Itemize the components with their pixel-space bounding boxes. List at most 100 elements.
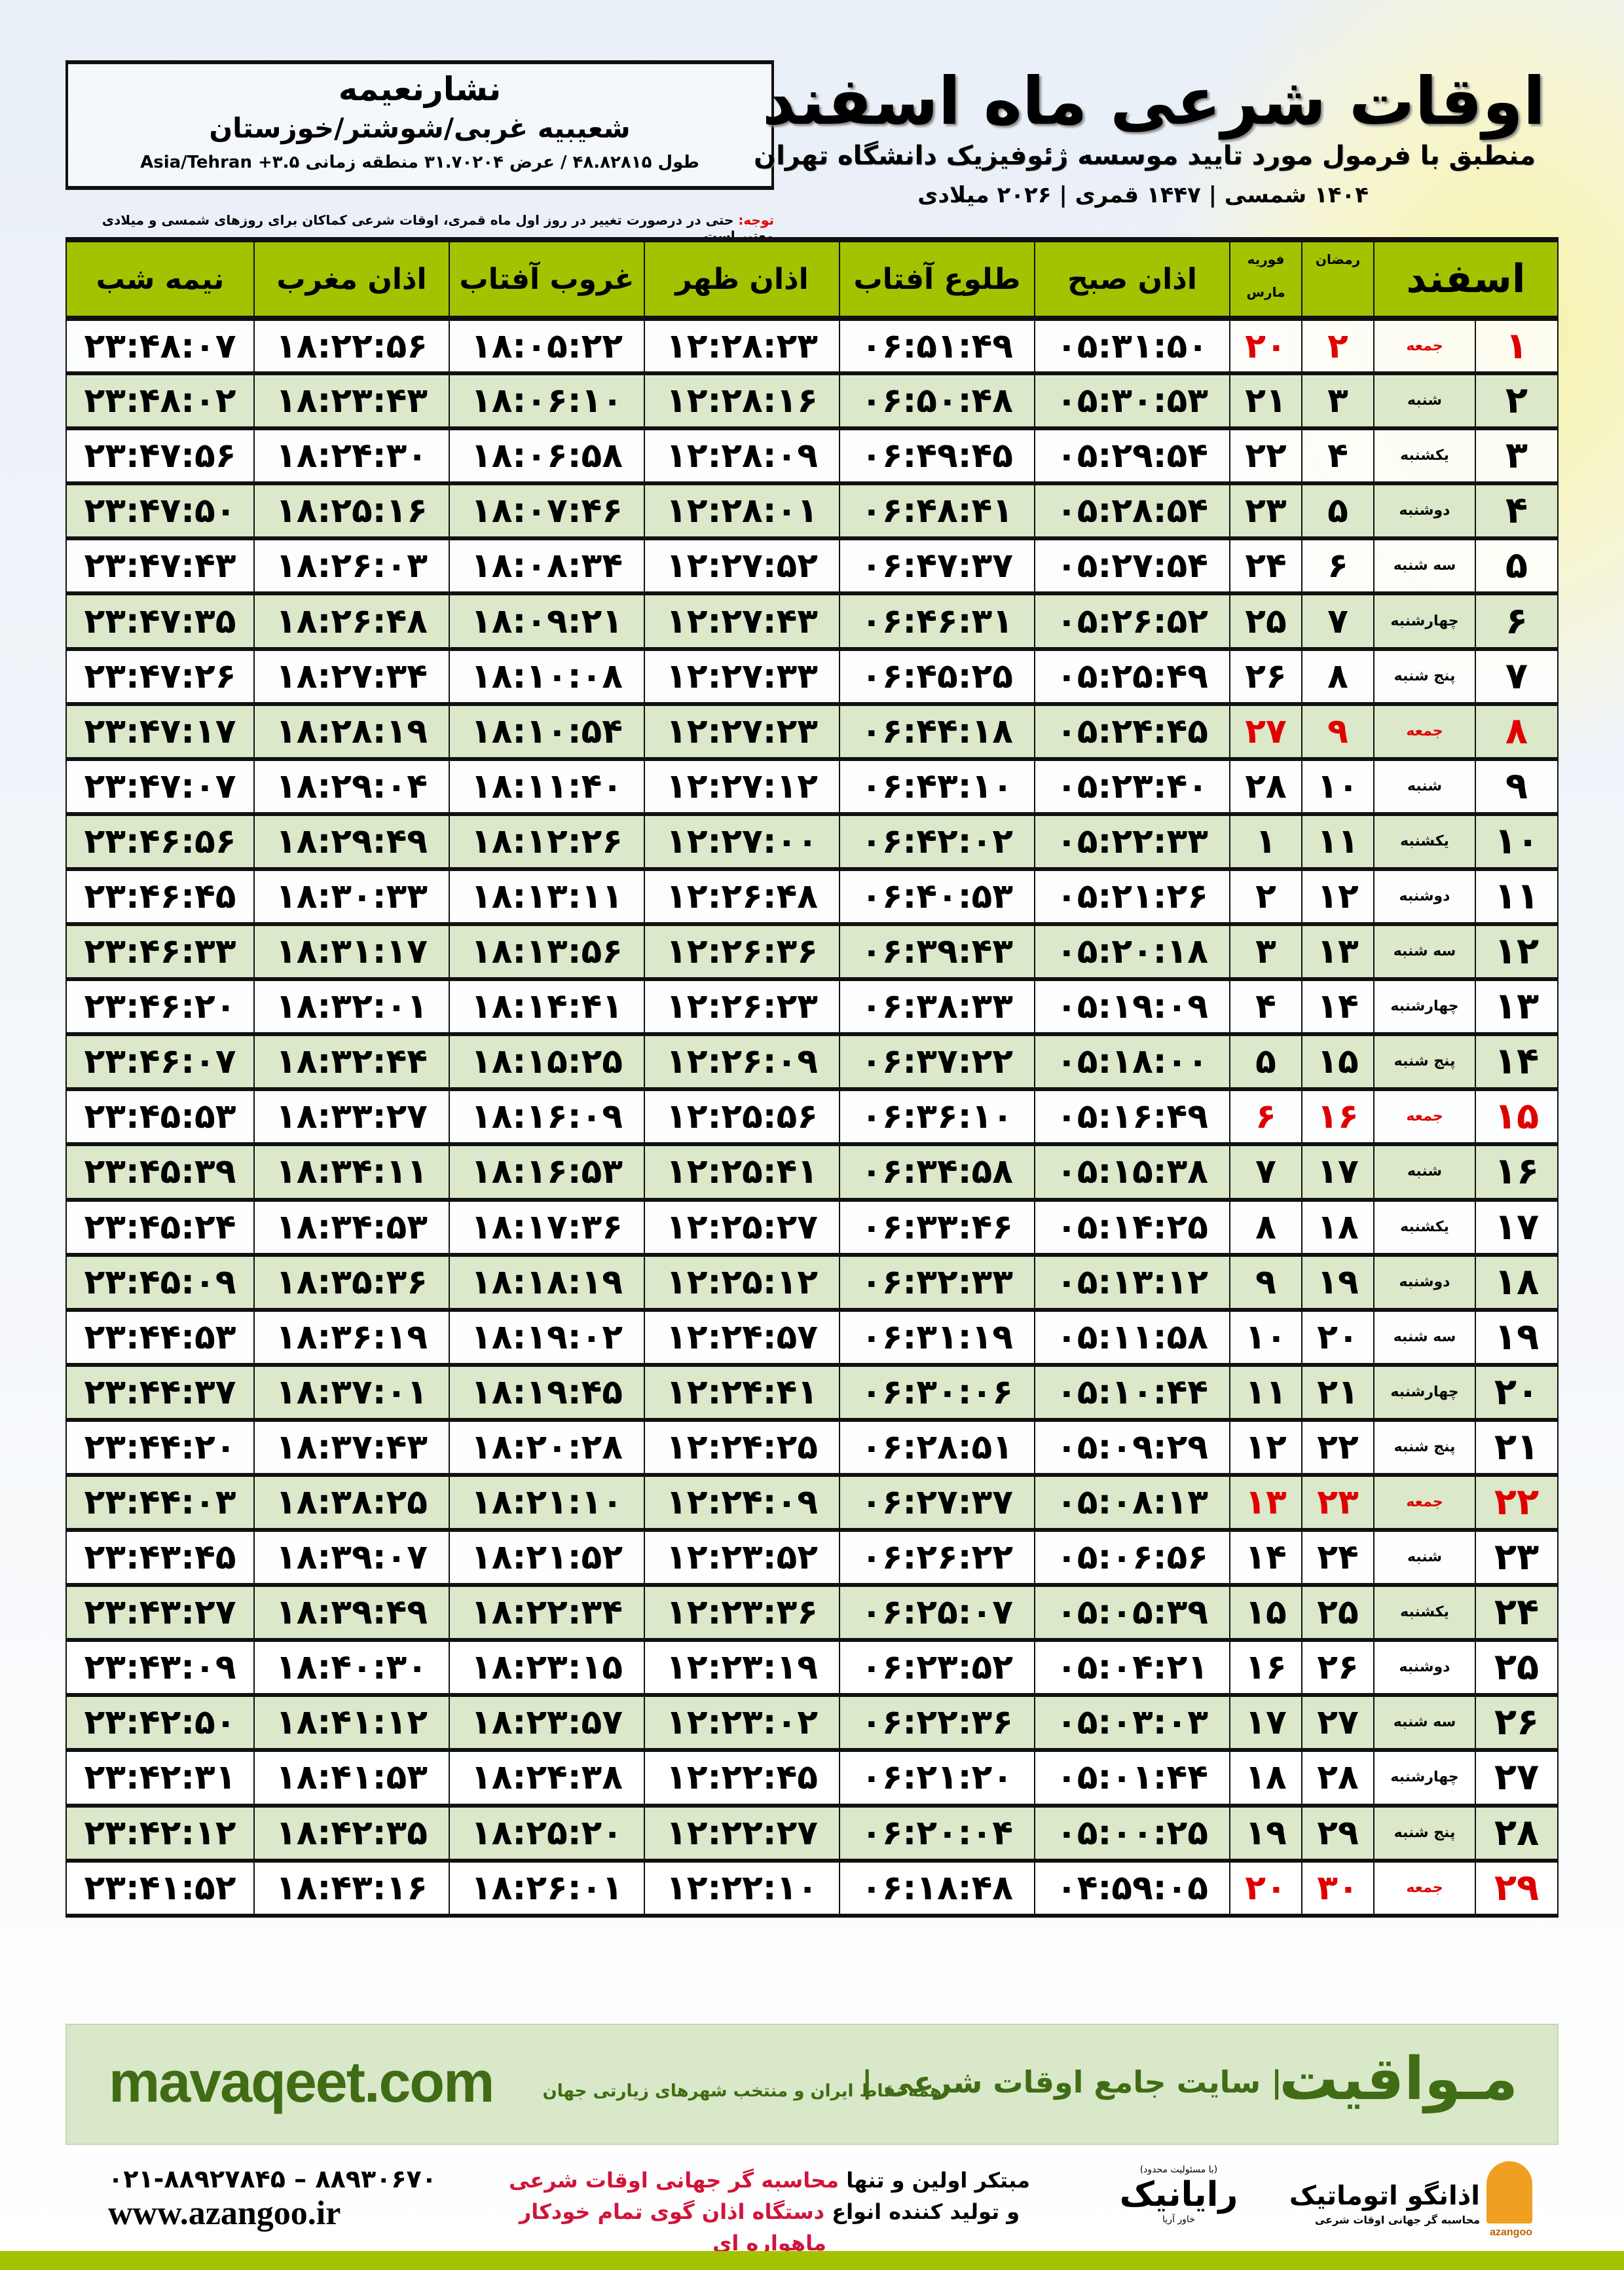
cell-sunrise: ۰۶:۳۲:۳۳ <box>839 1254 1035 1312</box>
cell-sunset: ۱۸:۱۸:۱۹ <box>449 1254 645 1312</box>
cell-sunrise: ۰۶:۴۵:۲۵ <box>839 648 1035 706</box>
cell-dhuhr: ۱۲:۲۶:۲۳ <box>644 978 840 1037</box>
cell-ramadan-day: ۲۷ <box>1301 1694 1375 1753</box>
cell-fajr: ۰۵:۲۳:۴۰ <box>1034 758 1230 816</box>
cell-weekday: یکشنبه <box>1373 813 1476 871</box>
cell-march-day: ۴ <box>1229 978 1302 1037</box>
brand-logo: مـواقیت <box>1279 2045 1518 2113</box>
cell-fajr: ۰۵:۲۸:۵۴ <box>1034 483 1230 541</box>
cell-maghrib: ۱۸:۲۷:۳۴ <box>253 648 450 706</box>
cell-maghrib: ۱۸:۳۲:۰۱ <box>253 978 450 1037</box>
cell-midnight: ۲۳:۴۴:۵۳ <box>65 1309 255 1367</box>
year-line: ۱۴۰۴ شمسی | ۱۴۴۷ قمری | ۲۰۲۶ میلادی <box>917 182 1369 208</box>
cell-sunrise: ۰۶:۲۸:۵۱ <box>839 1419 1035 1477</box>
cell-sunset: ۱۸:۲۱:۱۰ <box>449 1474 645 1533</box>
cell-fajr: ۰۵:۰۵:۳۹ <box>1034 1584 1230 1643</box>
cell-maghrib: ۱۸:۴۱:۵۳ <box>253 1749 450 1808</box>
cell-ramadan-day: ۱۱ <box>1301 813 1375 871</box>
cell-maghrib: ۱۸:۳۴:۱۱ <box>253 1144 450 1202</box>
cell-dhuhr: ۱۲:۲۳:۳۶ <box>644 1584 840 1643</box>
cell-march-day: ۱۶ <box>1229 1639 1302 1698</box>
cell-day: ۲۴ <box>1475 1584 1559 1643</box>
cell-sunrise: ۰۶:۲۳:۵۲ <box>839 1639 1035 1698</box>
cell-fajr: ۰۵:۲۶:۵۲ <box>1034 593 1230 651</box>
cell-weekday: جمعه <box>1373 1859 1476 1918</box>
cell-weekday: دوشنبه <box>1373 1639 1476 1698</box>
cell-dhuhr: ۱۲:۲۸:۰۱ <box>644 483 840 541</box>
cell-march-day: ۱۴ <box>1229 1529 1302 1588</box>
cell-ramadan-day: ۱۲ <box>1301 868 1375 927</box>
bottom-bar <box>0 2251 1624 2270</box>
cell-sunset: ۱۸:۱۳:۵۶ <box>449 923 645 982</box>
cell-fajr: ۰۵:۰۳:۰۳ <box>1034 1694 1230 1753</box>
cell-ramadan-day: ۲۱ <box>1301 1364 1375 1422</box>
cell-ramadan-day: ۲۴ <box>1301 1529 1375 1588</box>
table-row: ۲۶ سه شنبه ۲۷ ۱۷ ۰۵:۰۳:۰۳ ۰۶:۲۲:۳۶ ۱۲:۲۳:۰۲ ۱۸:… <box>65 1694 1559 1753</box>
cell-fajr: ۰۵:۱۶:۴۹ <box>1034 1088 1230 1147</box>
cell-sunrise: ۰۶:۲۱:۲۰ <box>839 1749 1035 1808</box>
cell-day: ۱۴ <box>1475 1033 1559 1092</box>
cell-march-day: ۱۱ <box>1229 1364 1302 1422</box>
cell-sunset: ۱۸:۱۴:۴۱ <box>449 978 645 1037</box>
cell-sunrise: ۰۶:۴۹:۴۵ <box>839 428 1035 486</box>
cell-maghrib: ۱۸:۳۸:۲۵ <box>253 1474 450 1533</box>
cell-sunset: ۱۸:۲۳:۱۵ <box>449 1639 645 1698</box>
table-row: ۸ جمعه ۹ ۲۷ ۰۵:۲۴:۴۵ ۰۶:۴۴:۱۸ ۱۲:۲۷:۲۳ ۱۸:۱۰:۵۴… <box>65 703 1559 761</box>
cell-dhuhr: ۱۲:۲۶:۰۹ <box>644 1033 840 1092</box>
promo-1a: مبتکر اولین و تنها <box>839 2168 1030 2193</box>
col-maghrib: اذان مغرب <box>253 237 450 321</box>
cell-midnight: ۲۳:۴۲:۱۲ <box>65 1804 255 1863</box>
cell-ramadan-day: ۱۸ <box>1301 1199 1375 1257</box>
cell-day: ۲۷ <box>1475 1749 1559 1808</box>
cell-midnight: ۲۳:۴۴:۲۰ <box>65 1419 255 1477</box>
promo-1b: محاسبه گر جهانی اوقات شرعی <box>509 2168 840 2193</box>
cell-march-day: ۱ <box>1229 813 1302 871</box>
cell-day: ۱۰ <box>1475 813 1559 871</box>
cell-march-day: ۱۲ <box>1229 1419 1302 1477</box>
cell-dhuhr: ۱۲:۲۴:۴۱ <box>644 1364 840 1422</box>
cell-day: ۲۹ <box>1475 1859 1559 1918</box>
azangoo-link[interactable]: www.azangoo.ir <box>108 2195 341 2232</box>
site-link[interactable]: mavaqeet.com <box>109 2049 494 2114</box>
cell-dhuhr: ۱۲:۲۵:۴۱ <box>644 1144 840 1202</box>
cell-sunrise: ۰۶:۴۰:۵۳ <box>839 868 1035 927</box>
cell-march-day: ۱۰ <box>1229 1309 1302 1367</box>
cell-weekday: پنج شنبه <box>1373 648 1476 706</box>
cell-fajr: ۰۵:۰۸:۱۳ <box>1034 1474 1230 1533</box>
location-box: نشارنعیمه شعیبیه غربی/شوشتر/خوزستان طول … <box>65 60 774 190</box>
cell-march-day: ۲۵ <box>1229 593 1302 651</box>
cell-day: ۱۷ <box>1475 1199 1559 1257</box>
cell-ramadan-day: ۱۴ <box>1301 978 1375 1037</box>
cell-fajr: ۰۵:۲۰:۱۸ <box>1034 923 1230 982</box>
table-row: ۲۴ یکشنبه ۲۵ ۱۵ ۰۵:۰۵:۳۹ ۰۶:۲۵:۰۷ ۱۲:۲۳:۳۶ ۱۸:۲… <box>65 1584 1559 1643</box>
cell-dhuhr: ۱۲:۲۸:۰۹ <box>644 428 840 486</box>
cell-weekday: یکشنبه <box>1373 428 1476 486</box>
cell-ramadan-day: ۱۶ <box>1301 1088 1375 1147</box>
cell-weekday: سه شنبه <box>1373 1694 1476 1753</box>
cell-dhuhr: ۱۲:۲۸:۱۶ <box>644 373 840 431</box>
cell-march-day: ۱۵ <box>1229 1584 1302 1643</box>
table-row: ۴ دوشنبه ۵ ۲۳ ۰۵:۲۸:۵۴ ۰۶:۴۸:۴۱ ۱۲:۲۸:۰۱ ۱۸:۰۷:… <box>65 483 1559 541</box>
cell-midnight: ۲۳:۴۵:۰۹ <box>65 1254 255 1312</box>
cell-dhuhr: ۱۲:۲۷:۲۳ <box>644 703 840 761</box>
cell-maghrib: ۱۸:۲۹:۴۹ <box>253 813 450 871</box>
cell-fajr: ۰۵:۳۰:۵۳ <box>1034 373 1230 431</box>
cell-maghrib: ۱۸:۳۹:۰۷ <box>253 1529 450 1588</box>
cell-sunrise: ۰۶:۳۸:۳۳ <box>839 978 1035 1037</box>
cell-weekday: جمعه <box>1373 703 1476 761</box>
table-row: ۵ سه شنبه ۶ ۲۴ ۰۵:۲۷:۵۴ ۰۶:۴۷:۳۷ ۱۲:۲۷:۵۲ ۱۸:۰۸… <box>65 538 1559 596</box>
cell-day: ۲۲ <box>1475 1474 1559 1533</box>
cell-day: ۱۳ <box>1475 978 1559 1037</box>
cell-sunrise: ۰۶:۳۱:۱۹ <box>839 1309 1035 1367</box>
cell-midnight: ۲۳:۴۷:۰۷ <box>65 758 255 816</box>
table-row: ۲۸ پنج شنبه ۲۹ ۱۹ ۰۵:۰۰:۲۵ ۰۶:۲۰:۰۴ ۱۲:۲۲:۲۷ ۱۸… <box>65 1804 1559 1863</box>
cell-sunrise: ۰۶:۴۸:۴۱ <box>839 483 1035 541</box>
cell-sunset: ۱۸:۰۸:۳۴ <box>449 538 645 596</box>
azangoo-logo: اذانگو اتوماتیک محاسبه گر جهانی اوقات شر… <box>1283 2161 1532 2246</box>
cell-midnight: ۲۳:۴۷:۴۳ <box>65 538 255 596</box>
table-row: ۶ چهارشنبه ۷ ۲۵ ۰۵:۲۶:۵۲ ۰۶:۴۶:۳۱ ۱۲:۲۷:۴۳ ۱۸:۰… <box>65 593 1559 651</box>
cell-weekday: جمعه <box>1373 1474 1476 1533</box>
cell-midnight: ۲۳:۴۳:۴۵ <box>65 1529 255 1588</box>
cell-fajr: ۰۴:۵۹:۰۵ <box>1034 1859 1230 1918</box>
cell-fajr: ۰۵:۰۱:۴۴ <box>1034 1749 1230 1808</box>
